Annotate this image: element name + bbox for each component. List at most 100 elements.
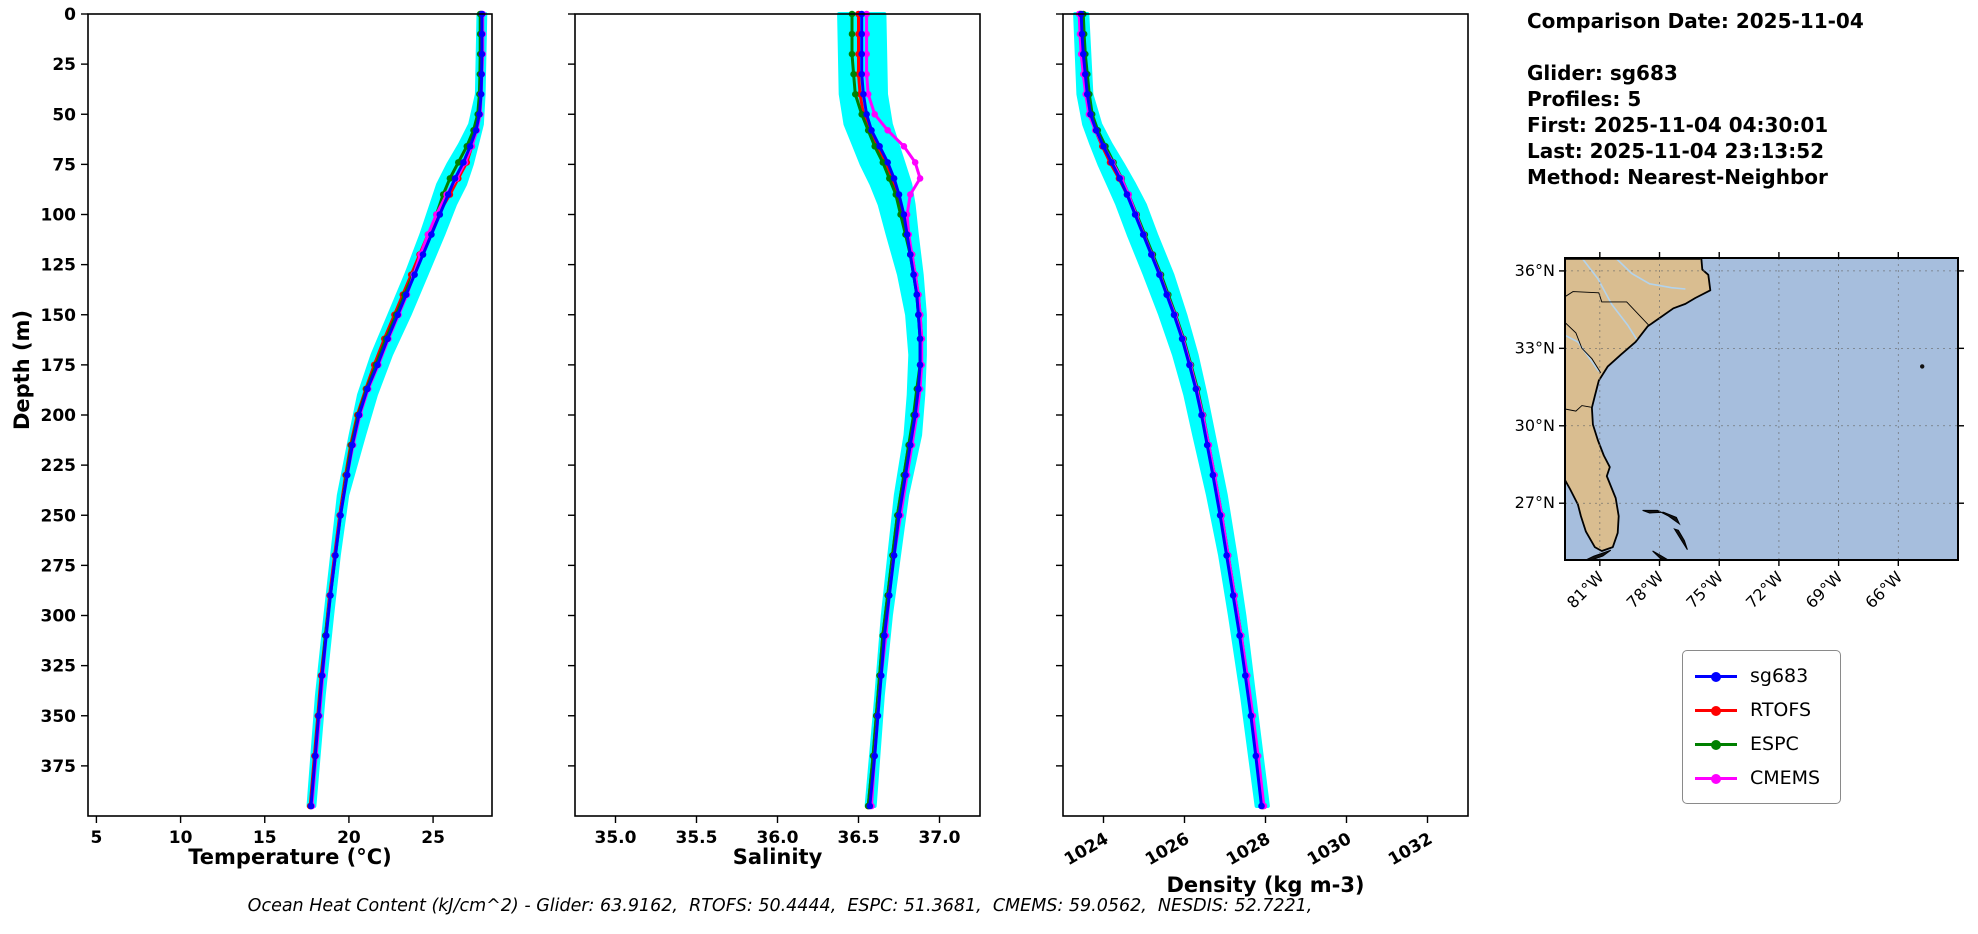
marker	[374, 361, 381, 369]
series-markers-RTOFS	[306, 10, 485, 810]
marker	[478, 70, 485, 78]
marker	[1080, 50, 1087, 58]
lon-tick-label: 69°W	[1802, 567, 1847, 612]
depth-tick-label: 25	[52, 55, 76, 75]
panel-frame	[87, 13, 493, 817]
marker	[877, 672, 885, 679]
series-markers-sg683	[1077, 10, 1265, 810]
x-tick-label: 1032	[1385, 829, 1436, 870]
marker	[911, 159, 919, 166]
marker	[419, 251, 427, 258]
x-tick-label: 35.0	[595, 828, 637, 848]
depth-tick-label: 100	[41, 206, 77, 226]
depth-tick-label: 325	[41, 657, 77, 677]
depth-tick-label: 200	[41, 406, 77, 426]
legend-line-marker-icon	[1695, 705, 1737, 716]
x-tick-label: 1030	[1304, 829, 1355, 870]
lon-tick-label: 66°W	[1861, 567, 1906, 612]
marker	[1087, 111, 1094, 118]
x-tick-label: 37.0	[919, 828, 961, 848]
marker	[881, 632, 888, 639]
marker	[1092, 127, 1100, 134]
marker	[384, 335, 391, 343]
first-profile-time-text: First: 2025-11-04 04:30:01	[1527, 113, 1829, 137]
marker	[886, 175, 893, 182]
marker	[1236, 632, 1243, 639]
glider-envelope	[837, 12, 927, 808]
marker	[1229, 592, 1237, 599]
marker	[913, 291, 921, 299]
depth-tick-label: 175	[41, 356, 77, 376]
marker	[1084, 90, 1091, 98]
marker	[871, 752, 878, 760]
panel-frame	[1062, 13, 1469, 817]
density-panel: 1024 1026 1028 1030 1032 Density (kg m-3)	[1056, 10, 1469, 897]
legend-line-marker-icon	[1695, 671, 1737, 682]
marker	[858, 111, 865, 118]
marker	[900, 143, 908, 150]
map-frame	[1564, 257, 1959, 561]
marker	[866, 802, 874, 810]
marker	[327, 592, 334, 599]
x-tick-label: 25	[421, 828, 445, 848]
legend-item-RTOFS: RTOFS	[1695, 695, 1820, 725]
marker	[349, 441, 356, 449]
marker	[1192, 385, 1200, 393]
marker	[871, 111, 878, 118]
series-line-CMEMS	[310, 14, 485, 807]
series-line-ESPC	[309, 14, 482, 807]
marker	[1258, 802, 1265, 810]
marker	[852, 90, 859, 98]
marker	[864, 90, 872, 98]
bermuda-island	[1920, 364, 1925, 369]
depth-tick-label: 225	[41, 456, 77, 476]
profiles-count-text: Profiles: 5	[1527, 87, 1642, 111]
marker	[312, 752, 319, 760]
marker	[322, 632, 330, 639]
x-tick-label: 36.5	[838, 828, 880, 848]
depth-tick-label: 50	[52, 105, 76, 125]
x-tick-label: 1024	[1061, 829, 1112, 870]
marker	[1108, 159, 1115, 166]
depth-tick-label: 150	[41, 306, 77, 326]
marker	[1078, 30, 1086, 38]
marker	[911, 411, 919, 419]
marker	[1163, 291, 1170, 299]
x-tick-label: 36.0	[757, 828, 799, 848]
marker	[910, 271, 917, 279]
x-tick-label: 10	[169, 828, 193, 848]
marker	[907, 441, 914, 449]
marker	[1123, 191, 1131, 198]
lat-tick-label: 33°N	[1515, 338, 1555, 357]
marker	[394, 311, 402, 319]
marker	[868, 127, 875, 134]
marker	[476, 111, 483, 118]
marker	[848, 30, 856, 38]
marker	[315, 712, 322, 720]
lon-tick-label: 72°W	[1742, 567, 1787, 612]
marker	[1223, 552, 1230, 559]
series-markers-ESPC	[307, 10, 484, 810]
x-tick-label: 35.5	[676, 828, 718, 848]
map-layers	[1565, 258, 1958, 560]
marker	[436, 211, 444, 218]
legend-label: CMEMS	[1750, 767, 1821, 789]
marker	[890, 552, 898, 559]
marker	[886, 592, 893, 599]
marker	[863, 50, 870, 58]
lon-tick-label: 81°W	[1563, 567, 1608, 612]
marker	[1100, 143, 1107, 150]
marker	[903, 231, 911, 238]
marker	[332, 552, 339, 559]
x-tick-label: 1026	[1142, 829, 1193, 870]
legend-item-sg683: sg683	[1695, 661, 1820, 691]
marker	[364, 385, 371, 393]
series-markers-sg683	[858, 10, 924, 810]
marker	[1116, 175, 1123, 182]
marker	[863, 111, 870, 118]
marker	[307, 802, 315, 810]
legend-line-marker-icon	[1695, 739, 1737, 750]
last-profile-time-text: Last: 2025-11-04 23:13:52	[1527, 139, 1825, 163]
island	[1673, 528, 1688, 550]
depth-tick-label: 0	[64, 5, 76, 25]
